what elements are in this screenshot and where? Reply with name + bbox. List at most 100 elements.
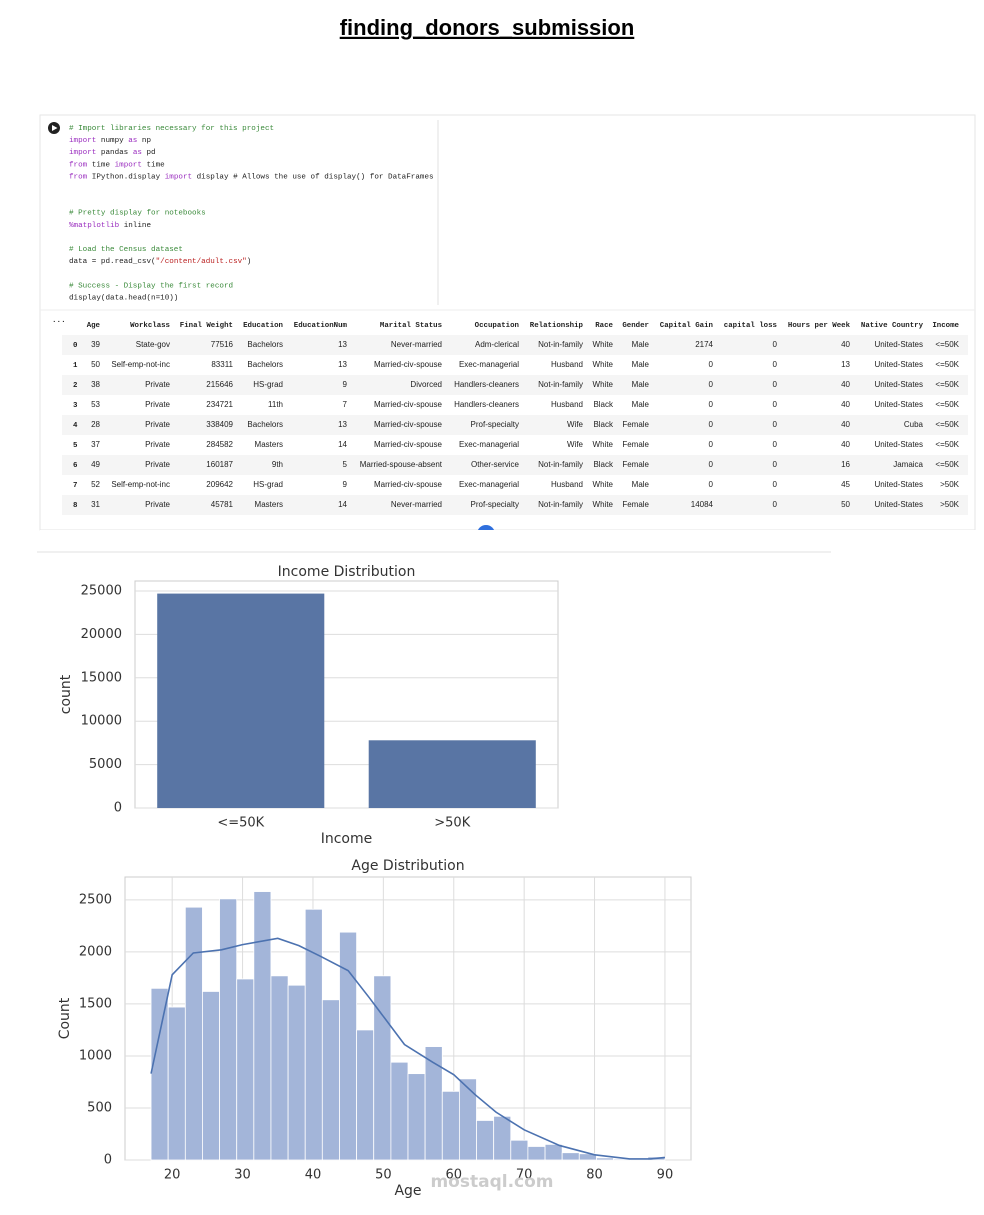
x-tick-label: 70 bbox=[516, 1168, 533, 1183]
y-tick-label: 0 bbox=[104, 1153, 112, 1168]
table-cell: 0 bbox=[709, 480, 714, 489]
column-header: capital loss bbox=[724, 322, 777, 330]
table-cell: Adm-clerical bbox=[475, 340, 519, 349]
table-cell: Exec-managerial bbox=[459, 480, 519, 489]
table-cell: 40 bbox=[841, 380, 850, 389]
table-cell: 0 bbox=[709, 460, 714, 469]
table-cell: 53 bbox=[91, 400, 100, 409]
histogram-bar bbox=[441, 1090, 460, 1161]
x-tick-label: 50 bbox=[375, 1168, 392, 1183]
x-tick-label: <=50K bbox=[217, 816, 264, 831]
table-cell: 2174 bbox=[695, 340, 713, 349]
table-cell: 45781 bbox=[211, 500, 234, 509]
code-line: %matplotlib inline bbox=[69, 222, 151, 230]
table-cell: 40 bbox=[841, 340, 850, 349]
table-cell: 0 bbox=[709, 360, 714, 369]
table-cell: 13 bbox=[338, 420, 347, 429]
table-cell: 50 bbox=[841, 500, 850, 509]
table-cell: <=50K bbox=[935, 460, 959, 469]
table-cell: Not-in-family bbox=[538, 460, 583, 469]
histogram-bar bbox=[321, 999, 340, 1161]
table-cell: 14 bbox=[338, 500, 347, 509]
y-tick-label: 5000 bbox=[89, 757, 122, 772]
code-line: data = pd.read_csv("/content/adult.csv") bbox=[69, 258, 251, 266]
code-line: import numpy as np bbox=[69, 137, 151, 145]
table-cell: Married-civ-spouse bbox=[374, 480, 443, 489]
table-cell: 0 bbox=[773, 500, 778, 509]
kde-line bbox=[150, 937, 666, 1160]
table-cell: Exec-managerial bbox=[459, 440, 519, 449]
table-cell: Private bbox=[145, 420, 170, 429]
table-cell: White bbox=[593, 500, 614, 509]
table-cell: Divorced bbox=[410, 380, 442, 389]
table-cell: <=50K bbox=[935, 420, 959, 429]
y-axis-label: Count bbox=[57, 997, 73, 1039]
table-cell: <=50K bbox=[935, 400, 959, 409]
y-tick-label: 15000 bbox=[81, 670, 122, 685]
table-cell: Female bbox=[622, 420, 649, 429]
row-stripe bbox=[62, 375, 968, 395]
table-cell: United-States bbox=[875, 480, 923, 489]
column-header: Occupation bbox=[475, 322, 519, 330]
output-marker: ... bbox=[52, 317, 66, 325]
table-cell: Prof-specialty bbox=[471, 500, 519, 509]
watermark: mostaql.com bbox=[430, 1172, 553, 1192]
table-cell: Male bbox=[632, 380, 650, 389]
histogram-bar bbox=[356, 1029, 375, 1161]
table-cell: White bbox=[593, 380, 614, 389]
table-cell: Married-spouse-absent bbox=[360, 460, 443, 469]
row-stripe bbox=[62, 495, 968, 515]
table-cell: 16 bbox=[841, 460, 850, 469]
table-cell: 40 bbox=[841, 440, 850, 449]
table-cell: White bbox=[593, 360, 614, 369]
table-cell: Never-married bbox=[391, 500, 442, 509]
table-cell: Private bbox=[145, 380, 170, 389]
run-icon bbox=[52, 125, 58, 131]
y-tick-label: 2000 bbox=[79, 944, 112, 959]
column-header: Relationship bbox=[530, 322, 584, 330]
table-cell: White bbox=[593, 480, 614, 489]
histogram-bar bbox=[304, 908, 323, 1161]
table-cell: <=50K bbox=[935, 440, 959, 449]
table-cell: 13 bbox=[841, 360, 850, 369]
table-cell: Handlers-cleaners bbox=[454, 380, 519, 389]
table-cell: 28 bbox=[91, 420, 100, 429]
table-cell: Male bbox=[632, 480, 650, 489]
histogram-bar bbox=[184, 906, 203, 1161]
row-stripe bbox=[62, 415, 968, 435]
table-cell: White bbox=[593, 440, 614, 449]
table-cell: 45 bbox=[841, 480, 850, 489]
histogram-bar bbox=[596, 1157, 614, 1161]
table-cell: Husband bbox=[551, 480, 583, 489]
code-line: # Import libraries necessary for this pr… bbox=[69, 125, 274, 133]
table-cell: 215646 bbox=[206, 380, 233, 389]
table-cell: 77516 bbox=[211, 340, 234, 349]
table-cell: United-States bbox=[875, 400, 923, 409]
table-cell: State-gov bbox=[136, 340, 170, 349]
table-cell: Bachelors bbox=[247, 340, 283, 349]
table-cell: Female bbox=[622, 500, 649, 509]
table-cell: 14084 bbox=[691, 500, 714, 509]
table-cell: Wife bbox=[567, 440, 584, 449]
histogram-bar bbox=[219, 898, 238, 1161]
histogram-bar bbox=[287, 984, 306, 1161]
table-cell: 13 bbox=[338, 340, 347, 349]
x-tick-label: 80 bbox=[586, 1168, 603, 1183]
table-cell: Black bbox=[593, 460, 614, 469]
histogram-bar bbox=[253, 891, 272, 1161]
table-cell: 9 bbox=[343, 480, 348, 489]
table-cell: Never-married bbox=[391, 340, 442, 349]
histogram-bar bbox=[510, 1139, 529, 1161]
x-tick-label: >50K bbox=[434, 816, 470, 831]
row-index: 8 bbox=[73, 502, 78, 510]
table-cell: Self-emp-not-inc bbox=[111, 360, 170, 369]
table-cell: 52 bbox=[91, 480, 100, 489]
table-cell: 234721 bbox=[206, 400, 233, 409]
column-header: Hours per Week bbox=[788, 322, 851, 330]
histogram-bar bbox=[544, 1143, 563, 1161]
column-header: Capital Gain bbox=[660, 322, 713, 330]
table-cell: Masters bbox=[255, 500, 283, 509]
table-cell: 14 bbox=[338, 440, 347, 449]
table-cell: Male bbox=[632, 400, 650, 409]
